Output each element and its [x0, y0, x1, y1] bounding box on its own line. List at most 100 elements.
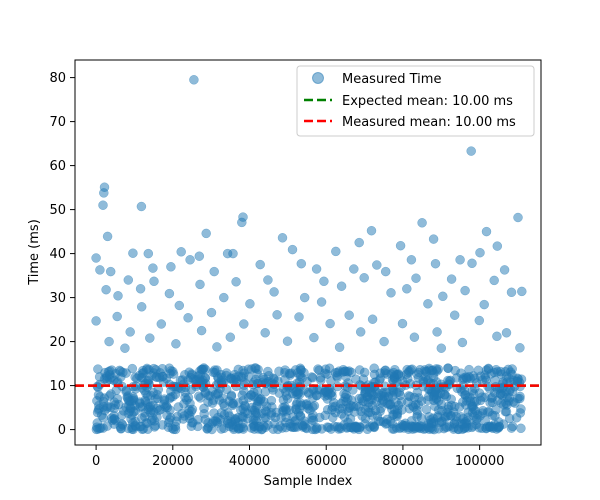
data-point — [433, 412, 443, 423]
data-point — [373, 416, 384, 426]
data-point — [117, 420, 128, 430]
data-point — [91, 253, 101, 263]
data-point — [92, 422, 102, 432]
data-point — [261, 401, 272, 411]
data-point — [137, 424, 147, 435]
data-point — [481, 226, 492, 237]
data-point — [216, 424, 227, 434]
data-point — [145, 407, 156, 418]
data-point — [120, 343, 130, 353]
data-point — [189, 75, 199, 85]
data-point — [171, 416, 182, 426]
data-point — [316, 375, 326, 385]
data-point — [185, 255, 195, 265]
data-point — [411, 273, 421, 283]
data-point — [175, 375, 186, 386]
data-point — [443, 363, 453, 374]
data-point — [457, 337, 468, 348]
data-point — [186, 369, 197, 379]
y-tick-label: 80 — [49, 71, 66, 86]
data-point — [392, 408, 403, 419]
data-point — [427, 366, 437, 376]
data-point — [298, 420, 308, 431]
data-point — [431, 377, 442, 387]
data-point — [430, 258, 441, 269]
data-point — [231, 277, 241, 287]
data-point — [219, 401, 230, 411]
data-point — [372, 260, 382, 270]
data-point — [500, 366, 510, 377]
data-point — [148, 263, 158, 273]
scatter-points — [91, 75, 527, 435]
data-point — [515, 343, 525, 353]
data-point — [206, 307, 217, 318]
data-point — [245, 299, 255, 309]
data-point — [465, 392, 475, 403]
data-point — [268, 424, 279, 434]
data-point — [467, 258, 477, 269]
data-point — [135, 402, 145, 412]
data-point — [309, 332, 319, 343]
data-point — [136, 302, 147, 312]
data-point — [484, 407, 494, 417]
data-point — [327, 405, 337, 415]
data-point — [492, 241, 503, 251]
data-point — [126, 404, 136, 414]
data-point — [238, 424, 249, 434]
data-point — [281, 391, 292, 401]
data-point — [201, 228, 211, 239]
data-point — [394, 387, 405, 397]
data-point — [296, 258, 307, 269]
x-tick-label: 100000 — [455, 454, 505, 469]
data-point — [369, 363, 379, 373]
data-point — [346, 400, 356, 411]
data-point — [98, 200, 108, 210]
data-point — [483, 363, 494, 374]
data-point — [135, 284, 146, 294]
data-point — [325, 389, 336, 399]
data-point — [366, 225, 377, 236]
data-point — [102, 231, 113, 242]
data-point — [263, 275, 273, 285]
data-point — [200, 387, 211, 397]
data-point — [194, 251, 205, 261]
data-point — [149, 276, 159, 287]
data-point — [200, 364, 211, 375]
data-point — [516, 423, 526, 434]
data-point — [237, 390, 248, 400]
data-point — [212, 389, 223, 399]
legend-label-measured-time: Measured Time — [342, 72, 441, 87]
data-point — [123, 275, 134, 285]
data-point — [237, 217, 247, 228]
data-point — [290, 365, 301, 375]
x-tick-label: 80000 — [382, 454, 423, 469]
data-point — [166, 262, 176, 272]
data-point — [344, 310, 354, 320]
data-point — [501, 328, 512, 338]
data-point — [395, 240, 406, 251]
data-point — [104, 336, 114, 347]
data-point — [311, 264, 322, 274]
data-point — [250, 415, 260, 425]
data-point — [209, 266, 219, 277]
data-point — [105, 266, 116, 277]
data-point — [229, 369, 240, 380]
y-tick-label: 20 — [49, 335, 66, 350]
data-point — [183, 313, 193, 323]
y-tick-label: 10 — [49, 379, 66, 394]
data-point — [466, 146, 476, 156]
data-point — [239, 319, 249, 329]
data-point — [196, 325, 207, 336]
data-point — [98, 413, 108, 423]
data-point — [230, 414, 240, 425]
data-point — [441, 391, 452, 402]
data-point — [308, 410, 318, 420]
data-point — [428, 234, 439, 244]
data-point — [371, 396, 382, 407]
data-point — [398, 420, 409, 431]
data-point — [517, 286, 527, 297]
y-tick-label: 70 — [49, 115, 66, 130]
data-point — [195, 279, 205, 290]
data-point — [397, 318, 408, 329]
